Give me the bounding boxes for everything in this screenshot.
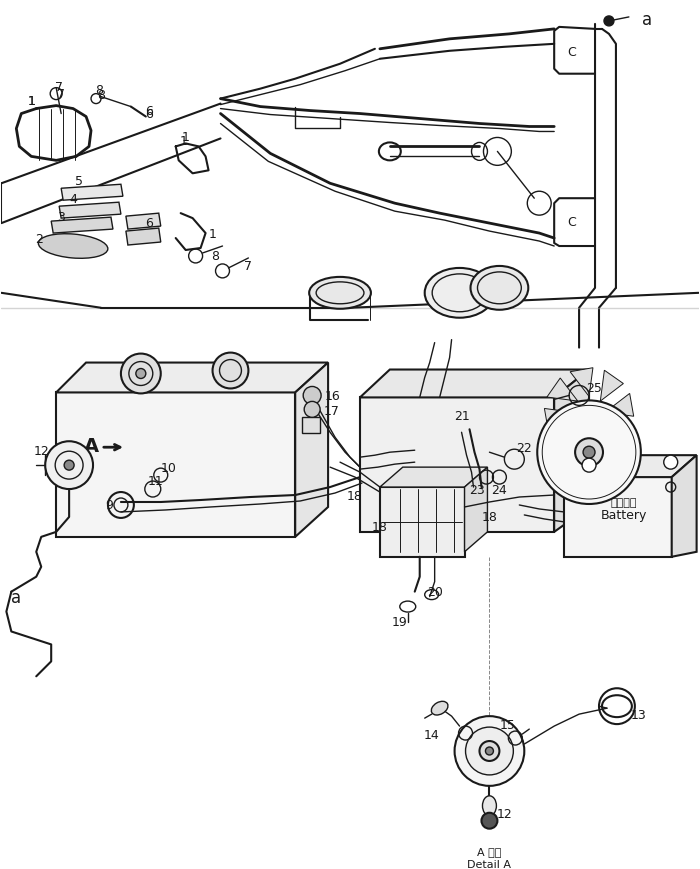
Text: 16: 16: [324, 389, 340, 402]
Polygon shape: [126, 229, 161, 246]
Polygon shape: [360, 370, 589, 398]
Polygon shape: [601, 424, 631, 448]
Text: 8: 8: [97, 89, 105, 102]
Polygon shape: [601, 371, 624, 401]
Text: 20: 20: [427, 586, 442, 599]
Text: C: C: [568, 46, 577, 59]
Text: 7: 7: [244, 260, 253, 273]
Polygon shape: [56, 363, 328, 393]
Circle shape: [482, 813, 498, 829]
Polygon shape: [51, 218, 113, 234]
Text: Battery: Battery: [601, 509, 647, 522]
Circle shape: [582, 459, 596, 473]
Ellipse shape: [482, 796, 496, 816]
Polygon shape: [126, 214, 161, 229]
Circle shape: [466, 727, 513, 775]
Circle shape: [538, 401, 640, 504]
Text: 11: 11: [148, 474, 164, 487]
Text: A: A: [83, 436, 99, 455]
Circle shape: [486, 747, 493, 755]
Polygon shape: [605, 394, 634, 417]
Text: a: a: [642, 11, 652, 29]
Polygon shape: [61, 185, 123, 201]
Bar: [564, 478, 672, 557]
Text: 7: 7: [55, 81, 63, 94]
Text: A 詳細: A 詳細: [477, 846, 502, 856]
Polygon shape: [60, 203, 121, 219]
Circle shape: [575, 439, 603, 467]
Circle shape: [480, 741, 499, 761]
Circle shape: [454, 716, 524, 786]
Bar: [302, 418, 320, 434]
Text: 19: 19: [392, 615, 407, 628]
Text: 1: 1: [182, 131, 190, 143]
Bar: [380, 488, 465, 557]
Text: 5: 5: [75, 175, 83, 188]
Text: 17: 17: [324, 404, 340, 417]
Text: 22: 22: [517, 441, 532, 454]
Text: 25: 25: [586, 381, 602, 395]
Bar: [360, 398, 554, 532]
Text: 1: 1: [180, 135, 188, 148]
Text: 18: 18: [372, 521, 388, 534]
Circle shape: [121, 355, 161, 394]
Text: 3: 3: [57, 210, 65, 223]
Circle shape: [303, 387, 321, 405]
Polygon shape: [547, 379, 578, 401]
Text: 1: 1: [27, 95, 35, 108]
Text: 2: 2: [35, 232, 43, 245]
Polygon shape: [672, 455, 696, 557]
Text: 1: 1: [27, 95, 35, 108]
Circle shape: [604, 17, 614, 27]
Polygon shape: [295, 363, 328, 537]
Text: C: C: [568, 216, 577, 229]
Ellipse shape: [431, 701, 448, 715]
Circle shape: [46, 441, 93, 489]
Circle shape: [64, 461, 74, 471]
Text: 7: 7: [57, 88, 65, 101]
Polygon shape: [554, 370, 589, 532]
Polygon shape: [545, 409, 573, 432]
Text: 12: 12: [496, 807, 512, 820]
Circle shape: [664, 455, 678, 469]
Text: 14: 14: [424, 727, 440, 740]
Text: 8: 8: [211, 250, 220, 263]
Text: 6: 6: [145, 108, 153, 121]
Circle shape: [213, 353, 248, 389]
Bar: [56, 393, 295, 537]
Polygon shape: [465, 468, 487, 552]
Text: 6: 6: [145, 105, 153, 118]
Text: 24: 24: [491, 483, 508, 496]
Circle shape: [136, 369, 146, 379]
Polygon shape: [585, 428, 608, 457]
Text: 23: 23: [470, 483, 485, 496]
Circle shape: [583, 447, 595, 459]
Text: 18: 18: [347, 489, 363, 502]
Ellipse shape: [309, 277, 371, 309]
Text: a: a: [11, 588, 22, 606]
Ellipse shape: [470, 267, 528, 310]
Text: 12: 12: [34, 444, 49, 457]
Text: 4: 4: [69, 192, 77, 205]
Circle shape: [304, 402, 320, 418]
Text: 21: 21: [454, 409, 470, 422]
Text: 8: 8: [95, 84, 103, 97]
Text: 1: 1: [209, 228, 216, 241]
Polygon shape: [554, 424, 577, 455]
Ellipse shape: [425, 269, 494, 318]
Polygon shape: [564, 455, 696, 478]
Text: 15: 15: [499, 718, 515, 731]
Polygon shape: [570, 368, 593, 397]
Polygon shape: [380, 468, 487, 488]
Text: Detail A: Detail A: [468, 859, 512, 868]
Text: 13: 13: [631, 708, 647, 720]
Text: 6: 6: [145, 216, 153, 229]
Ellipse shape: [38, 235, 108, 259]
Text: バッテリ: バッテリ: [610, 497, 637, 507]
Text: 10: 10: [161, 461, 176, 474]
Text: 18: 18: [482, 511, 498, 524]
Text: 9: 9: [105, 499, 113, 512]
